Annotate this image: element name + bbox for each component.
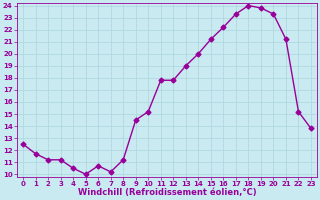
- X-axis label: Windchill (Refroidissement éolien,°C): Windchill (Refroidissement éolien,°C): [78, 188, 256, 197]
